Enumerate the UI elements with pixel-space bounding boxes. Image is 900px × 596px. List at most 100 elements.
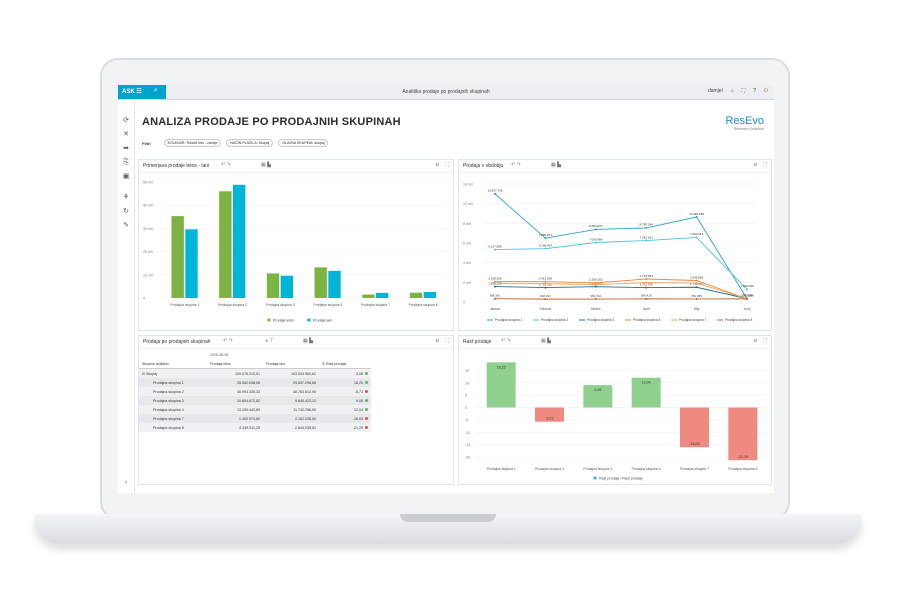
- table-row[interactable]: Prodajna skupina 4 13.159.443,89 11.742.25…: [139, 405, 371, 414]
- cell-sales-this-year: 1.400.974,80: [239, 416, 260, 421]
- cell-sales-this-year: 45.993.335,33: [237, 389, 260, 394]
- fullscreen-icon[interactable]: ⛶: [741, 88, 746, 94]
- data-label: 354.710: [590, 294, 601, 298]
- data-point: [645, 226, 648, 229]
- undo-icon[interactable]: ↶ ↷: [501, 338, 511, 344]
- data-point: [645, 239, 648, 242]
- data-label: 7.292.161: [640, 235, 654, 239]
- user-name[interactable]: damjel: [707, 88, 723, 94]
- panel-title: Prodaja v obdobju: [463, 163, 504, 169]
- col-header[interactable]: Prodaja lani: [266, 361, 285, 366]
- logo-main: ResEvo: [725, 115, 764, 127]
- legend-label: Rast prodaje / Rast prodaje: [599, 476, 643, 480]
- bar: [280, 275, 294, 298]
- data-label: 12.837.765: [487, 189, 502, 193]
- panel-header: Primerjava prodaje letos - lani ↶ ↷ ▦ ▙ …: [139, 160, 453, 173]
- collapse-icon[interactable]: ‹: [124, 479, 128, 486]
- col-header[interactable]: ⇅ Rast prodaje: [319, 359, 371, 369]
- cell-sales-last-year: 48.763.612,95: [293, 389, 316, 394]
- cell-growth: 18,25: [319, 378, 371, 387]
- y-tick-label: -15: [465, 443, 470, 447]
- legend-label: Prodajna skupina 8: [725, 318, 753, 322]
- filter-bar: Filtri KOLEDAR: Tekoče leto - zadnje NAČ…: [142, 139, 329, 147]
- cell-growth: 12,04: [319, 405, 371, 414]
- table-row[interactable]: Prodajna skupina 1 35.352.048,06 29.637.29…: [139, 378, 371, 387]
- expand-icon[interactable]: ⛶: [763, 162, 767, 168]
- refresh-icon[interactable]: ⟳: [123, 117, 129, 124]
- hierarchy-icon[interactable]: ⚘: [122, 194, 130, 201]
- cell-sales-last-year: 29.637.298,85: [293, 380, 316, 385]
- table-icon[interactable]: ▦ ▙: [551, 162, 561, 168]
- bar: [232, 184, 246, 298]
- y-tick-label: 5: [465, 394, 467, 398]
- expand-icon[interactable]: ⛶: [763, 338, 767, 344]
- table-header-row: Skupine izdelkov Prodaja letos Prodaja l…: [139, 359, 371, 369]
- table-icon[interactable]: ▦ ▙: [541, 338, 551, 344]
- y-tick-label: 12 mil: [463, 202, 473, 206]
- filter-chip-group[interactable]: GLAVNA SKUPINA: skupaj: [278, 139, 329, 147]
- legend-marker: [593, 476, 597, 480]
- help-icon[interactable]: ?: [753, 88, 757, 94]
- page-title: ANALIZA PRODAJE PO PRODAJNIH SKUPINAH: [142, 116, 401, 128]
- table-row[interactable]: Prodajna skupina 3 10.604.672,62 9.640.423…: [139, 396, 371, 405]
- y-tick-label: 30 mil: [143, 227, 153, 231]
- col-header[interactable]: Skupine izdelkov: [142, 361, 169, 366]
- cell-group: Prodajna skupina 1: [153, 380, 184, 385]
- undo-icon[interactable]: ↶ ↷: [221, 162, 231, 168]
- data-point: [594, 285, 597, 288]
- data-point: [645, 297, 648, 300]
- home-icon[interactable]: ⌂: [730, 88, 734, 94]
- x-tick-label: Prodajna skupina 1: [487, 467, 516, 471]
- data-label: 9,06: [594, 388, 601, 392]
- series-line: [494, 278, 748, 300]
- filter-chip-calendar[interactable]: KOLEDAR: Tekoče leto - zadnje: [163, 139, 222, 147]
- expand-icon[interactable]: ⛶: [445, 162, 449, 168]
- link-icon[interactable]: ⊖: [435, 162, 440, 168]
- x-tick-label: Prodajna skupina 1: [170, 303, 199, 307]
- search-icon[interactable]: ⌕: [154, 87, 158, 94]
- edit-icon[interactable]: ✎: [123, 222, 129, 229]
- data-label: 8.790.244: [640, 223, 654, 227]
- attach-icon[interactable]: ⎘: [123, 159, 129, 166]
- data-point: [544, 237, 547, 240]
- y-tick-label: -10: [465, 431, 470, 435]
- logo-sub: Research Evolution: [733, 127, 764, 131]
- status-dot: [365, 399, 368, 403]
- table-row[interactable]: Prodajna skupina 8 2.249.011,29 2.844.035,…: [139, 423, 371, 432]
- undo-icon[interactable]: ↶ ↷: [223, 338, 233, 344]
- undo-icon[interactable]: ↶ ↷: [511, 162, 521, 168]
- link-icon[interactable]: ⊖: [753, 162, 758, 168]
- link-icon[interactable]: ⊖: [753, 338, 758, 344]
- expand-icon[interactable]: ⛶: [445, 338, 449, 344]
- table-row[interactable]: Prodajna skupina 7 1.400.974,80 2.152.035,…: [139, 414, 371, 423]
- legend-label: Prodaja letos: [273, 318, 294, 322]
- share-icon[interactable]: ➦: [123, 145, 129, 152]
- cell-sales-this-year: 35.352.048,06: [237, 380, 260, 385]
- data-label: -21,29: [738, 455, 748, 459]
- panel-line-period: Prodaja v obdobju ↶ ↷ ▦ ▙ ⊖ ⛶ 14 mil 12 mi…: [458, 159, 772, 331]
- y-tick-label: 20 mil: [143, 250, 153, 254]
- ask-button[interactable]: ASK ☷: [118, 85, 166, 99]
- series-line: [494, 286, 748, 300]
- table-row[interactable]: Prodajna skupina 2 45.993.335,33 48.763.61…: [139, 387, 371, 396]
- close-icon[interactable]: ✕: [123, 131, 129, 138]
- power-icon[interactable]: ⏻: [764, 88, 768, 94]
- link-icon[interactable]: ⊖: [435, 338, 440, 344]
- col-header[interactable]: Prodaja letos: [210, 361, 231, 366]
- cell-sales-this-year: 10.604.672,62: [237, 398, 260, 403]
- filter-chip-payment[interactable]: NAČIN PLAČILA: Skupaj: [226, 139, 274, 147]
- data-label: 2.418.826: [488, 276, 502, 280]
- data-point: [494, 297, 496, 300]
- x-tick-label: Prodajna skupina 8: [728, 467, 757, 471]
- table-icon[interactable]: ▦ ▙: [303, 338, 313, 344]
- y-tick-label: 0: [143, 297, 145, 301]
- sync-icon[interactable]: ↻: [123, 208, 129, 215]
- data-point: [695, 282, 698, 285]
- table-wrapper: 2020-06-05 Skupine izdelkov Prodaja leto…: [139, 350, 371, 432]
- panel-growth: Rast prodaje ↶ ↷ ▦ ▙ ⊖ ⛶ 15 10 5 0 -5 -10 -15 -2…: [458, 335, 772, 485]
- filter-icon[interactable]: ◕ ⊤: [265, 338, 274, 344]
- table-total-row[interactable]: ⊟ Skupaj 109.078.210,51 103.004.960,62 3,08: [139, 368, 371, 378]
- table-icon[interactable]: ▦ ▙: [261, 162, 271, 168]
- comment-icon[interactable]: ▣: [122, 173, 130, 180]
- y-tick-label: 2 mil: [463, 281, 471, 285]
